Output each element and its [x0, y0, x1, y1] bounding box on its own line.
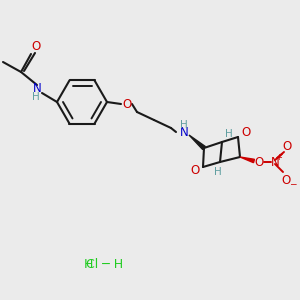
Text: H: H [83, 259, 93, 272]
Text: H: H [32, 92, 40, 102]
Text: −: − [289, 179, 297, 188]
Text: N: N [33, 82, 41, 95]
Text: N: N [271, 155, 279, 169]
Polygon shape [189, 135, 205, 149]
Text: O: O [281, 173, 291, 187]
Text: +: + [276, 152, 282, 161]
Text: H: H [180, 120, 188, 130]
Text: O: O [254, 155, 264, 169]
Text: H: H [225, 129, 233, 139]
Text: H: H [214, 167, 222, 177]
Text: N: N [180, 127, 188, 140]
Polygon shape [240, 157, 254, 163]
Text: O: O [282, 140, 292, 154]
Text: Cl − H: Cl − H [86, 259, 124, 272]
Text: O: O [32, 40, 40, 52]
Text: O: O [242, 127, 250, 140]
Text: O: O [190, 164, 200, 178]
Text: O: O [122, 98, 132, 110]
